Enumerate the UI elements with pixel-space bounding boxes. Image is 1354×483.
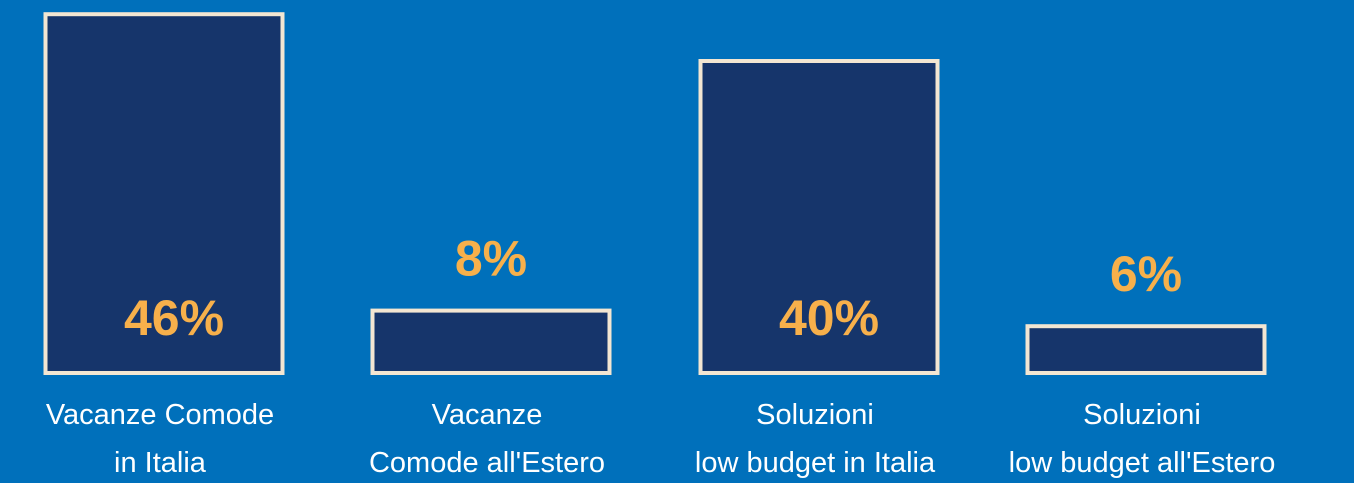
value-label: 8% bbox=[455, 231, 527, 287]
category-label: in Italia bbox=[114, 447, 207, 479]
category-label: low budget in Italia bbox=[695, 447, 936, 479]
value-label: 6% bbox=[1110, 246, 1182, 302]
value-label: 46% bbox=[124, 290, 224, 346]
category-label: Comode all'Estero bbox=[369, 447, 605, 479]
bar bbox=[698, 59, 940, 375]
category-label: Vacanze bbox=[432, 399, 543, 431]
category-label: Vacanze Comode bbox=[46, 399, 274, 431]
bar bbox=[1025, 324, 1267, 376]
category-label: low budget all'Estero bbox=[1009, 447, 1276, 479]
category-label: Soluzioni bbox=[1083, 399, 1201, 431]
bar bbox=[43, 12, 285, 375]
category-label: Soluzioni bbox=[756, 399, 874, 431]
value-label: 40% bbox=[779, 290, 879, 346]
bar bbox=[370, 308, 612, 376]
